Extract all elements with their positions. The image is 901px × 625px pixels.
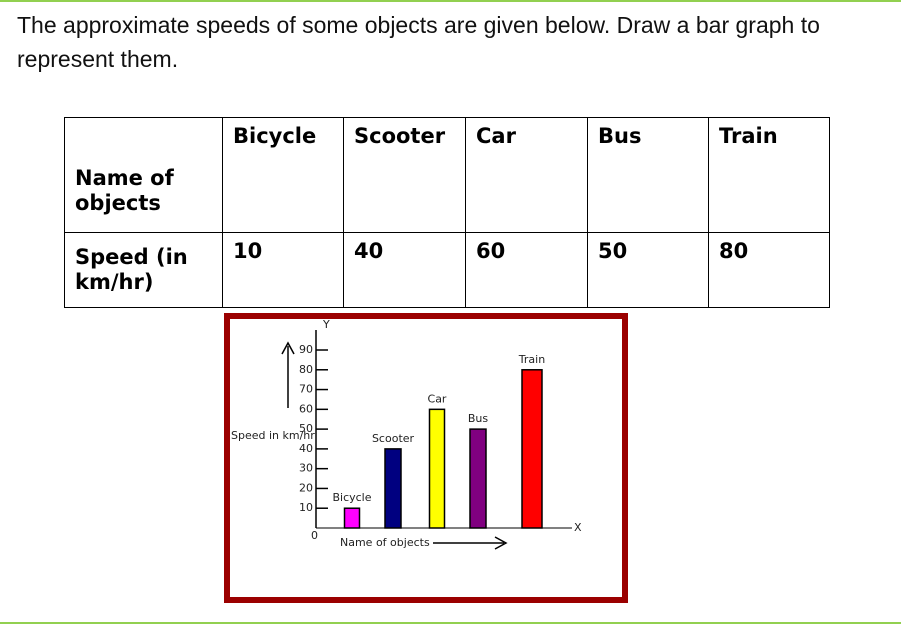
table-cell: Bus	[587, 117, 709, 233]
y-arrow-head	[281, 341, 295, 355]
x-axis-name: X	[574, 521, 582, 534]
table-row: Speed (in km/hr) 10 40 60 50 80	[64, 232, 830, 308]
y-tick-label: 10	[299, 501, 313, 514]
table-cell: Speed (in km/hr)	[64, 232, 223, 308]
y-tick-label: 0	[311, 529, 318, 542]
y-tick-label: 90	[299, 343, 313, 356]
bar-label: Car	[428, 392, 447, 405]
bar-label: Train	[518, 353, 545, 366]
bar-label: Bicycle	[332, 491, 371, 504]
bar	[469, 428, 487, 529]
table-cell: Name of objects	[64, 117, 223, 233]
top-rule	[0, 0, 901, 2]
y-tick-label: 50	[299, 422, 313, 435]
bar	[428, 408, 446, 529]
y-tick-label: 30	[299, 462, 313, 475]
table-cell: Train	[708, 117, 830, 233]
question-text: The approximate speeds of some objects a…	[17, 12, 820, 72]
y-tick-label: 70	[299, 383, 313, 396]
bar-label: Bus	[468, 412, 489, 425]
y-tick-label: 60	[299, 402, 313, 415]
y-axis-label: Speed in km/hr	[231, 429, 315, 442]
bar-label: Scooter	[372, 432, 415, 445]
chart-frame	[224, 313, 628, 603]
table-cell: 60	[465, 232, 588, 308]
table-cell: 40	[343, 232, 466, 308]
bar	[521, 369, 543, 529]
y-tick-label: 80	[299, 363, 313, 376]
bar	[384, 448, 402, 529]
bar	[343, 507, 361, 529]
table-cell: 80	[708, 232, 830, 308]
y-axis-name: Y	[322, 318, 330, 331]
table-row: Name of objects Bicycle Scooter Car Bus Train	[64, 117, 830, 233]
y-tick-label: 20	[299, 481, 313, 494]
table-cell: Car	[465, 117, 588, 233]
table-cell: 10	[222, 232, 344, 308]
table-cell: 50	[587, 232, 709, 308]
table-cell: Scooter	[343, 117, 466, 233]
x-arrow-head	[494, 536, 508, 550]
x-axis-label: Name of objects	[340, 536, 430, 549]
bottom-rule	[0, 622, 901, 624]
speed-table: Name of objects Bicycle Scooter Car Bus Train…	[64, 117, 830, 308]
y-tick-label: 40	[299, 442, 313, 455]
